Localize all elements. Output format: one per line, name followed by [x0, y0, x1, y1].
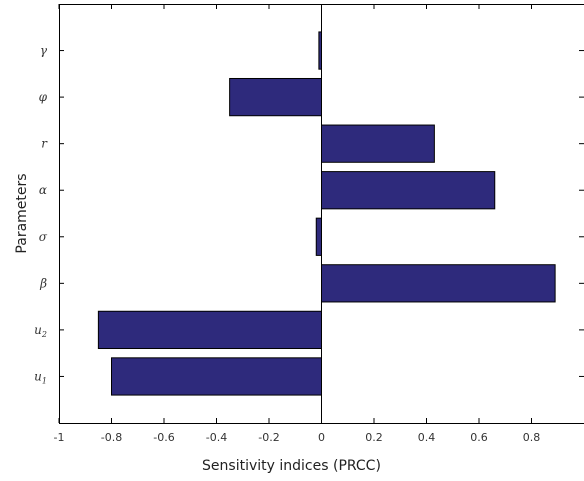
x-tick-label: 0.8 [523, 431, 541, 444]
x-tick-label: -0.8 [101, 431, 122, 444]
bars-group [97, 31, 556, 396]
x-tick-label: 0.6 [470, 431, 488, 444]
x-tick-label: 0.2 [365, 431, 383, 444]
plot-frame [59, 4, 584, 424]
x-tick-label: -0.2 [258, 431, 279, 444]
y-tick-label-u2: u2 [34, 323, 47, 339]
bar-β [321, 264, 556, 303]
bar-α [321, 171, 496, 210]
bar-u1 [111, 357, 322, 396]
x-axis-label: Sensitivity indices (PRCC) [202, 458, 381, 474]
bar-φ [229, 77, 322, 117]
x-tick-label: -0.4 [206, 431, 227, 444]
y-tick-labels: u1 u2 β σ α r φ γ [34, 44, 48, 386]
y-axis-label: Parameters [14, 173, 30, 253]
y-tick-label-σ: σ [39, 230, 48, 244]
x-tick-labels: -1 -0.8 -0.6 -0.4 -0.2 0 0.2 0.4 0.6 0.8 [54, 431, 541, 444]
x-tick-label: 0.4 [418, 431, 436, 444]
bar-u2 [97, 310, 322, 350]
y-tick-label-α: α [39, 183, 47, 197]
y-tick-label-r: r [41, 137, 48, 151]
y-tick-label-u1: u1 [34, 369, 47, 385]
x-tick-label: 0 [318, 431, 325, 444]
y-tick-label-φ: φ [39, 90, 48, 104]
x-tick-label: -1 [54, 431, 65, 444]
y-tick-label-β: β [39, 276, 47, 290]
bar-σ [315, 217, 322, 256]
bar-r [321, 124, 435, 163]
x-tick-label: -0.6 [153, 431, 174, 444]
y-tick-label-γ: γ [40, 44, 48, 58]
